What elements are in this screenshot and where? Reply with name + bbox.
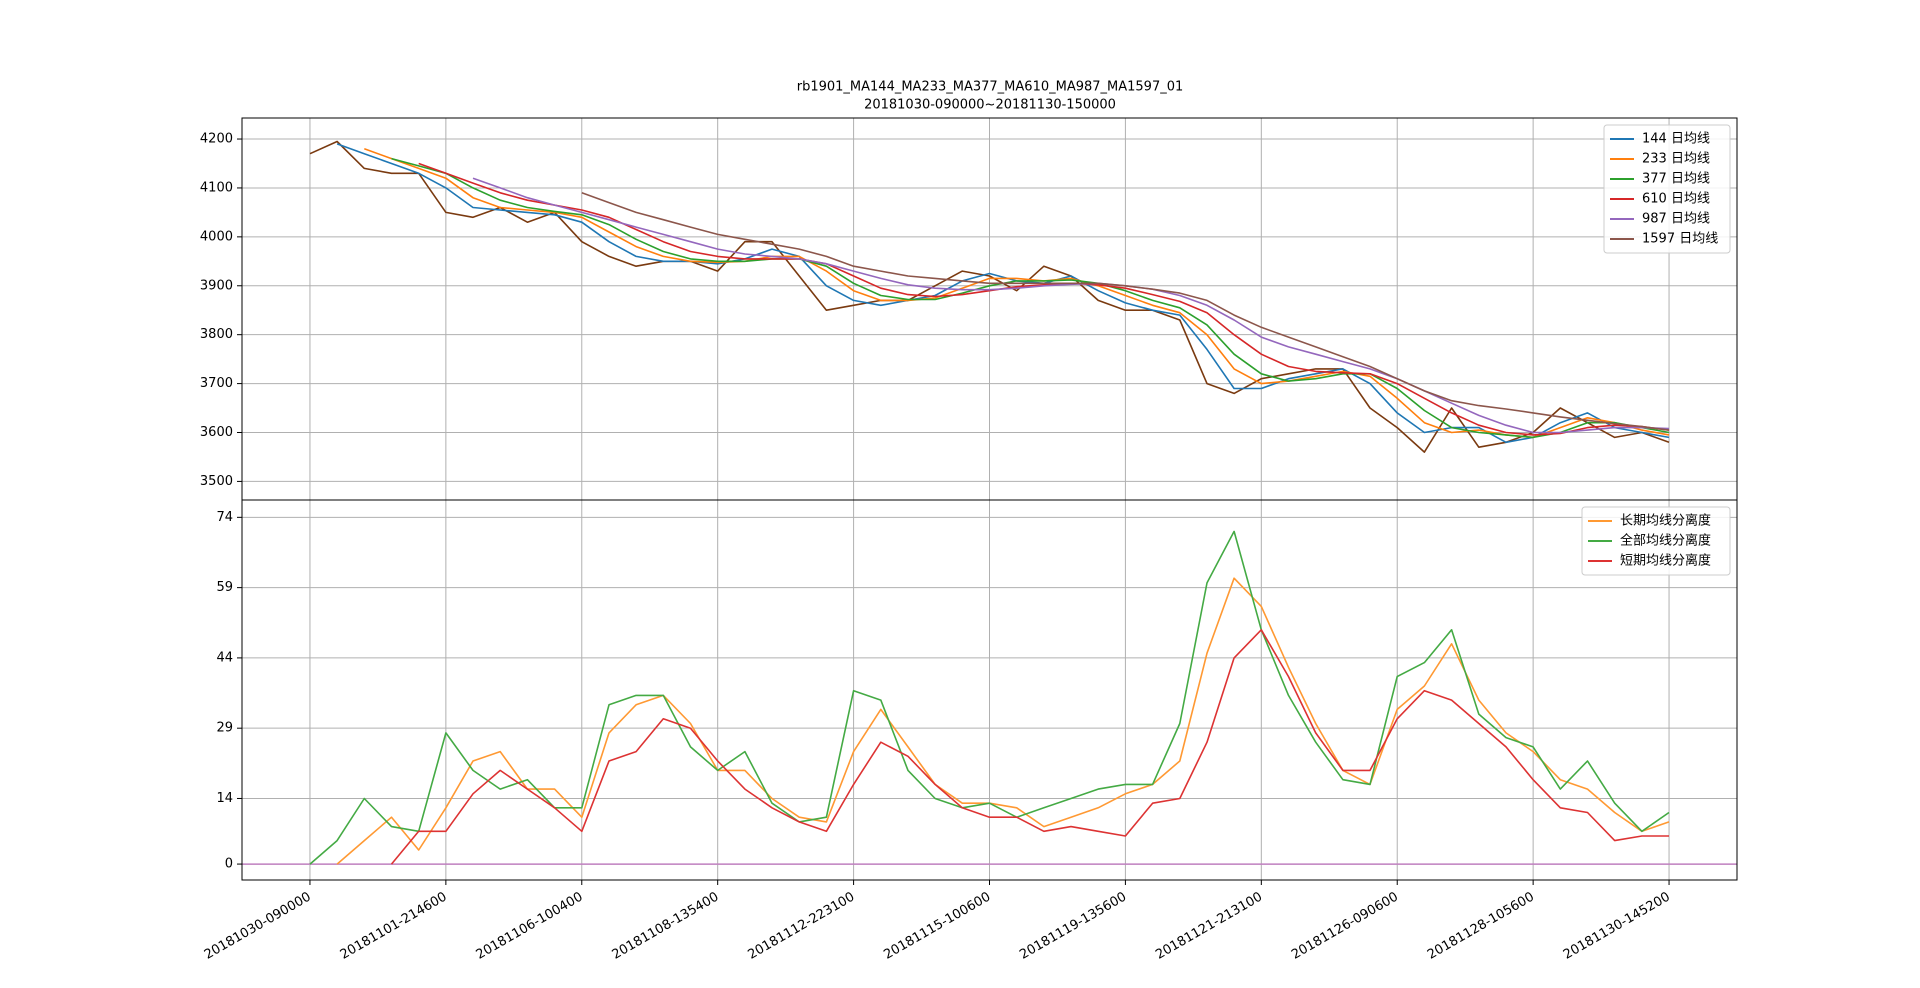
series-line	[364, 148, 1670, 439]
y-tick-label: 4200	[200, 132, 233, 147]
y-tick-label: 59	[216, 580, 233, 595]
x-tick-label: 20181130-145200	[1561, 890, 1673, 963]
x-tick-label: 20181115-100600	[881, 890, 993, 963]
y-tick-label: 3600	[200, 425, 233, 440]
legend-label: 1597 日均线	[1642, 232, 1718, 247]
y-tick-label: 3700	[200, 376, 233, 391]
series-line	[472, 177, 1670, 434]
x-tick-label: 20181101-214600	[338, 890, 450, 963]
y-tick-label: 29	[216, 721, 233, 736]
y-tick-label: 74	[216, 510, 233, 525]
y-tick-label: 3800	[200, 327, 233, 342]
y-tick-label: 14	[216, 791, 233, 806]
x-tick-label: 20181121-213100	[1153, 890, 1265, 963]
legend: 144 日均线 233 日均线 377 日均线 610 日均线 987 日均线 1597 …	[1603, 124, 1731, 254]
legend-label: 233 日均线	[1642, 152, 1710, 167]
y-tick-label: 3500	[200, 474, 233, 489]
legend-box	[1581, 506, 1731, 576]
legend-label: 长期均线分离度	[1620, 513, 1711, 529]
x-tick-label: 20181119-135600	[1017, 890, 1129, 963]
series-line	[391, 157, 1670, 439]
legend-label: 377 日均线	[1642, 172, 1710, 187]
x-tick-label: 20181106-100400	[474, 890, 586, 963]
legend-box	[1603, 124, 1731, 254]
legend-label: 144 日均线	[1642, 132, 1710, 147]
series-line	[309, 530, 1670, 865]
y-tick-label: 44	[216, 650, 233, 665]
y-tick-label: 4100	[200, 180, 233, 195]
x-tick-label: 20181112-223100	[745, 890, 857, 963]
series-line	[418, 162, 1670, 436]
y-tick-label: 0	[225, 857, 233, 872]
y-tick-label: 3900	[200, 278, 233, 293]
x-tick-label: 20181030-090000	[202, 890, 314, 963]
series-line	[336, 143, 1670, 444]
series-line	[390, 629, 1669, 865]
series-line	[336, 577, 1670, 865]
chart-title: rb1901_MA144_MA233_MA377_MA610_MA987_MA1…	[797, 80, 1184, 95]
chart-subtitle: 20181030-090000~20181130-150000	[864, 98, 1116, 113]
legend-label: 全部均线分离度	[1620, 533, 1711, 549]
y-tick-label: 4000	[200, 229, 233, 244]
x-tick-label: 20181126-090600	[1289, 890, 1401, 963]
legend-label: 610 日均线	[1642, 192, 1710, 207]
legend-label: 短期均线分离度	[1620, 553, 1711, 569]
series-line	[581, 192, 1670, 431]
x-tick-label: 20181128-105600	[1425, 890, 1537, 963]
x-tick-label: 20181108-135400	[610, 890, 722, 963]
legend-label: 987 日均线	[1642, 212, 1710, 227]
plot-frame	[241, 499, 1738, 881]
